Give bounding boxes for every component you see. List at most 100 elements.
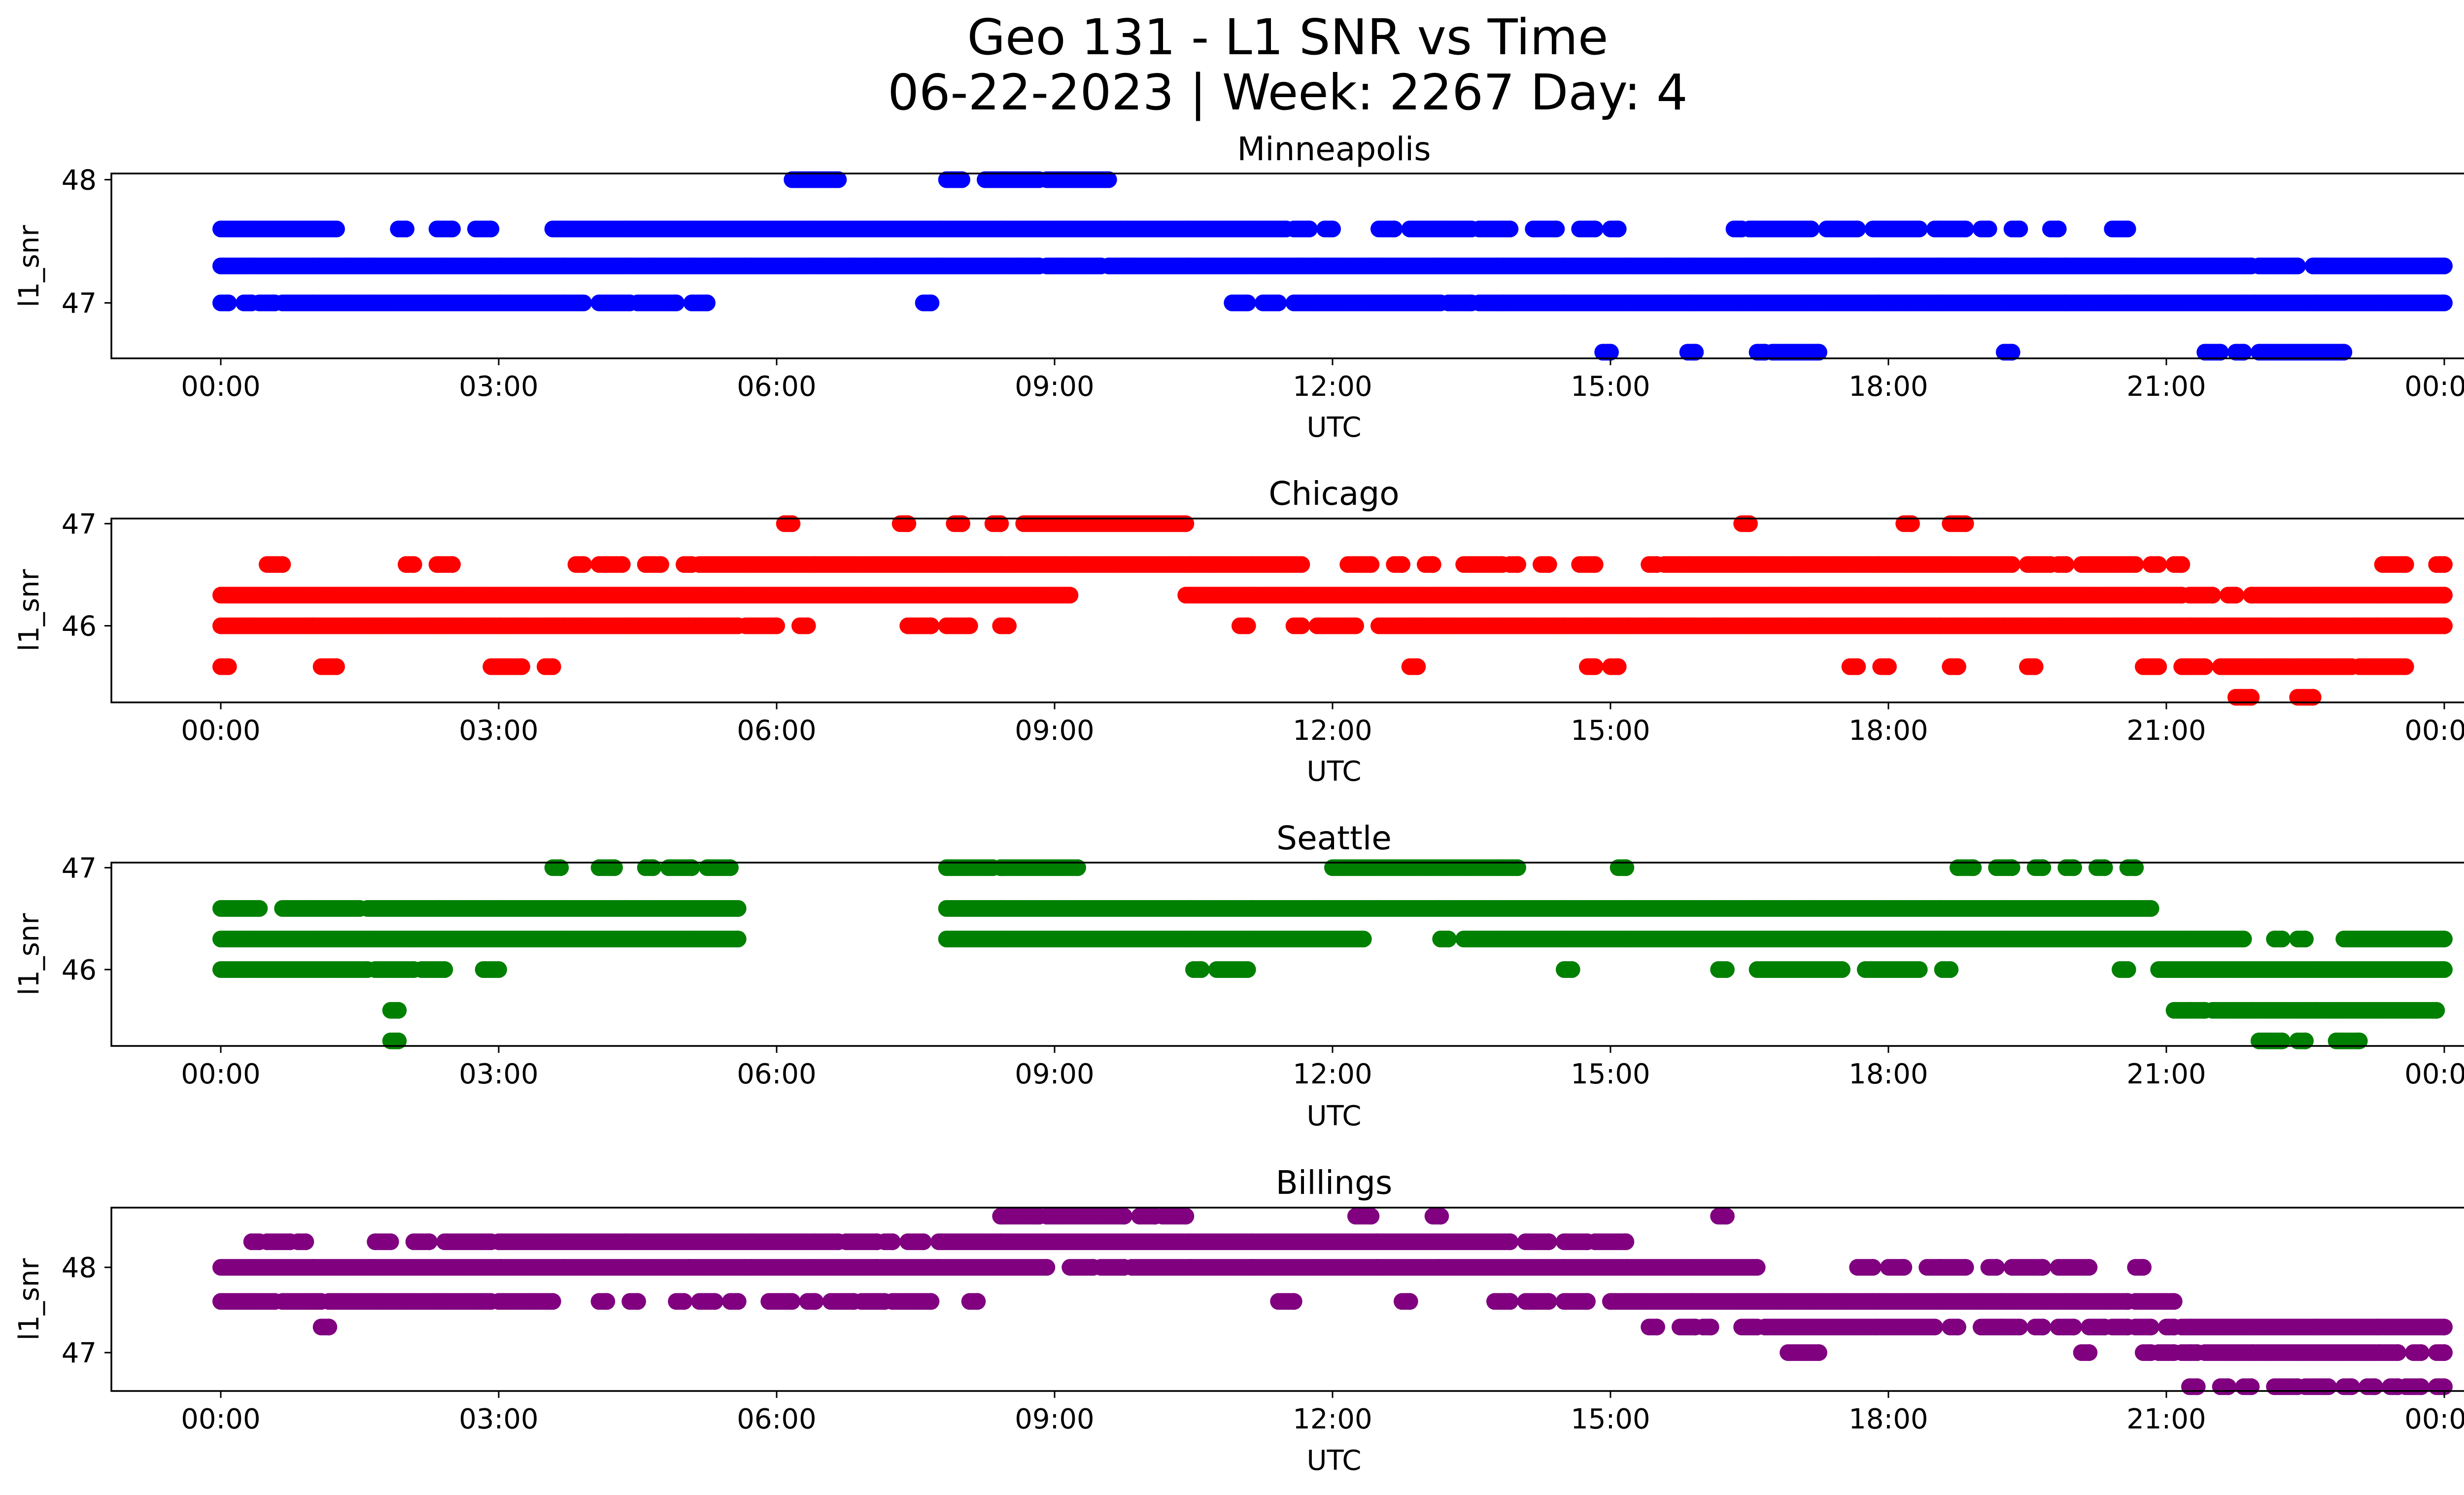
data-point	[220, 294, 237, 312]
y-tick-label: 47	[62, 288, 97, 320]
panel-minneapolis: Minneapolis 00:00 03:00 06:00 09:00 12:00 15:…	[13, 130, 2464, 444]
data-point	[1911, 220, 1928, 238]
data-points	[212, 515, 2453, 706]
data-point	[1409, 658, 1426, 675]
y-axis-ticks: 47 48	[62, 165, 111, 320]
data-point	[1270, 294, 1287, 312]
x-tick-label: 00:00	[2404, 715, 2464, 747]
data-point	[923, 617, 940, 634]
data-point	[1880, 658, 1897, 675]
data-point	[1609, 658, 1627, 675]
x-tick-label: 18:00	[1848, 371, 1928, 403]
data-point	[398, 220, 414, 238]
data-point	[1609, 220, 1627, 238]
data-point	[444, 556, 461, 573]
panel-title: Minneapolis	[1237, 130, 1431, 168]
data-point	[768, 617, 785, 634]
data-point	[954, 171, 970, 188]
data-point	[2196, 658, 2214, 675]
panel-seattle: Seattle 00:00 03:00 06:00 09:00 12:00 15:00 18…	[13, 819, 2464, 1132]
x-tick-label: 06:00	[737, 715, 816, 747]
data-point	[220, 658, 237, 675]
data-point	[830, 171, 847, 188]
data-point	[2026, 658, 2044, 675]
data-point	[2057, 556, 2075, 573]
data-point	[328, 220, 345, 238]
x-tick-label: 21:00	[2126, 371, 2206, 403]
data-point	[328, 658, 345, 675]
data-point	[1293, 556, 1310, 573]
data-point	[1347, 617, 1364, 634]
data-point	[2011, 220, 2028, 238]
data-point	[1293, 617, 1310, 634]
x-tick-label: 15:00	[1571, 371, 1650, 403]
x-axis-label: UTC	[1306, 756, 1361, 788]
x-tick-label: 12:00	[1293, 715, 1372, 747]
data-point	[699, 294, 716, 312]
y-tick-label: 48	[62, 165, 97, 197]
figure-title-line-2: 06-22-2023 | Week: 2267 Day: 4	[888, 64, 1687, 121]
data-point	[1548, 220, 1565, 238]
data-point	[2227, 587, 2244, 604]
figure-title-line-1: Geo 131 - L1 SNR vs Time	[967, 8, 1608, 66]
y-axis-label: l1_snr	[13, 569, 45, 652]
data-point	[1000, 617, 1017, 634]
data-point	[2150, 556, 2167, 573]
data-point	[2436, 294, 2453, 312]
data-point	[1509, 556, 1526, 573]
data-point	[575, 294, 592, 312]
data-point	[2003, 556, 2020, 573]
data-point	[1849, 658, 1866, 675]
y-tick-label: 46	[62, 611, 97, 643]
data-point	[405, 556, 422, 573]
x-tick-label: 03:00	[459, 371, 538, 403]
data-point	[1540, 556, 1557, 573]
data-point	[1061, 587, 1079, 604]
data-point	[274, 556, 291, 573]
data-point	[2397, 556, 2414, 573]
x-tick-label: 03:00	[459, 715, 538, 747]
data-point	[2127, 556, 2144, 573]
data-point	[1586, 658, 1604, 675]
data-point	[2150, 658, 2167, 675]
data-point	[1424, 556, 1441, 573]
data-point	[2436, 587, 2453, 604]
x-tick-label: 00:00	[181, 371, 260, 403]
data-point	[1502, 220, 1519, 238]
data-point	[1803, 220, 1820, 238]
x-tick-label: 00:00	[181, 715, 260, 747]
data-point	[575, 556, 592, 573]
data-point	[1386, 220, 1403, 238]
data-point	[2397, 658, 2414, 675]
data-point	[513, 658, 530, 675]
data-point	[799, 617, 816, 634]
x-tick-label: 18:00	[1848, 715, 1928, 747]
panel-chicago: Chicago 00:00 03:00 06:00 09:00 12:00 15:00 18…	[13, 475, 2464, 788]
data-point	[444, 220, 461, 238]
data-point	[2436, 617, 2453, 634]
data-point	[2050, 220, 2067, 238]
x-axis-ticks: 00:00 03:00 06:00 09:00 12:00 15:00 18:00 21:00…	[181, 358, 2464, 403]
data-point	[2289, 257, 2306, 275]
data-point	[1239, 617, 1256, 634]
data-point	[652, 556, 669, 573]
x-tick-label: 15:00	[1571, 715, 1650, 747]
x-tick-label: 06:00	[737, 371, 816, 403]
data-point	[614, 556, 631, 573]
data-point	[1100, 171, 1117, 188]
data-point	[2436, 257, 2453, 275]
y-tick-label: 47	[62, 508, 97, 540]
data-point	[1980, 220, 1997, 238]
data-point	[961, 617, 978, 634]
x-axis-label: UTC	[1306, 412, 1361, 444]
x-tick-label: 21:00	[2126, 715, 2206, 747]
data-point	[482, 220, 500, 238]
data-point	[1586, 556, 1604, 573]
x-tick-label: 09:00	[1015, 715, 1094, 747]
data-point	[1957, 220, 1974, 238]
x-tick-label: 12:00	[1293, 371, 1372, 403]
data-point	[1586, 220, 1604, 238]
data-points	[212, 859, 2453, 1049]
data-point	[1324, 220, 1341, 238]
